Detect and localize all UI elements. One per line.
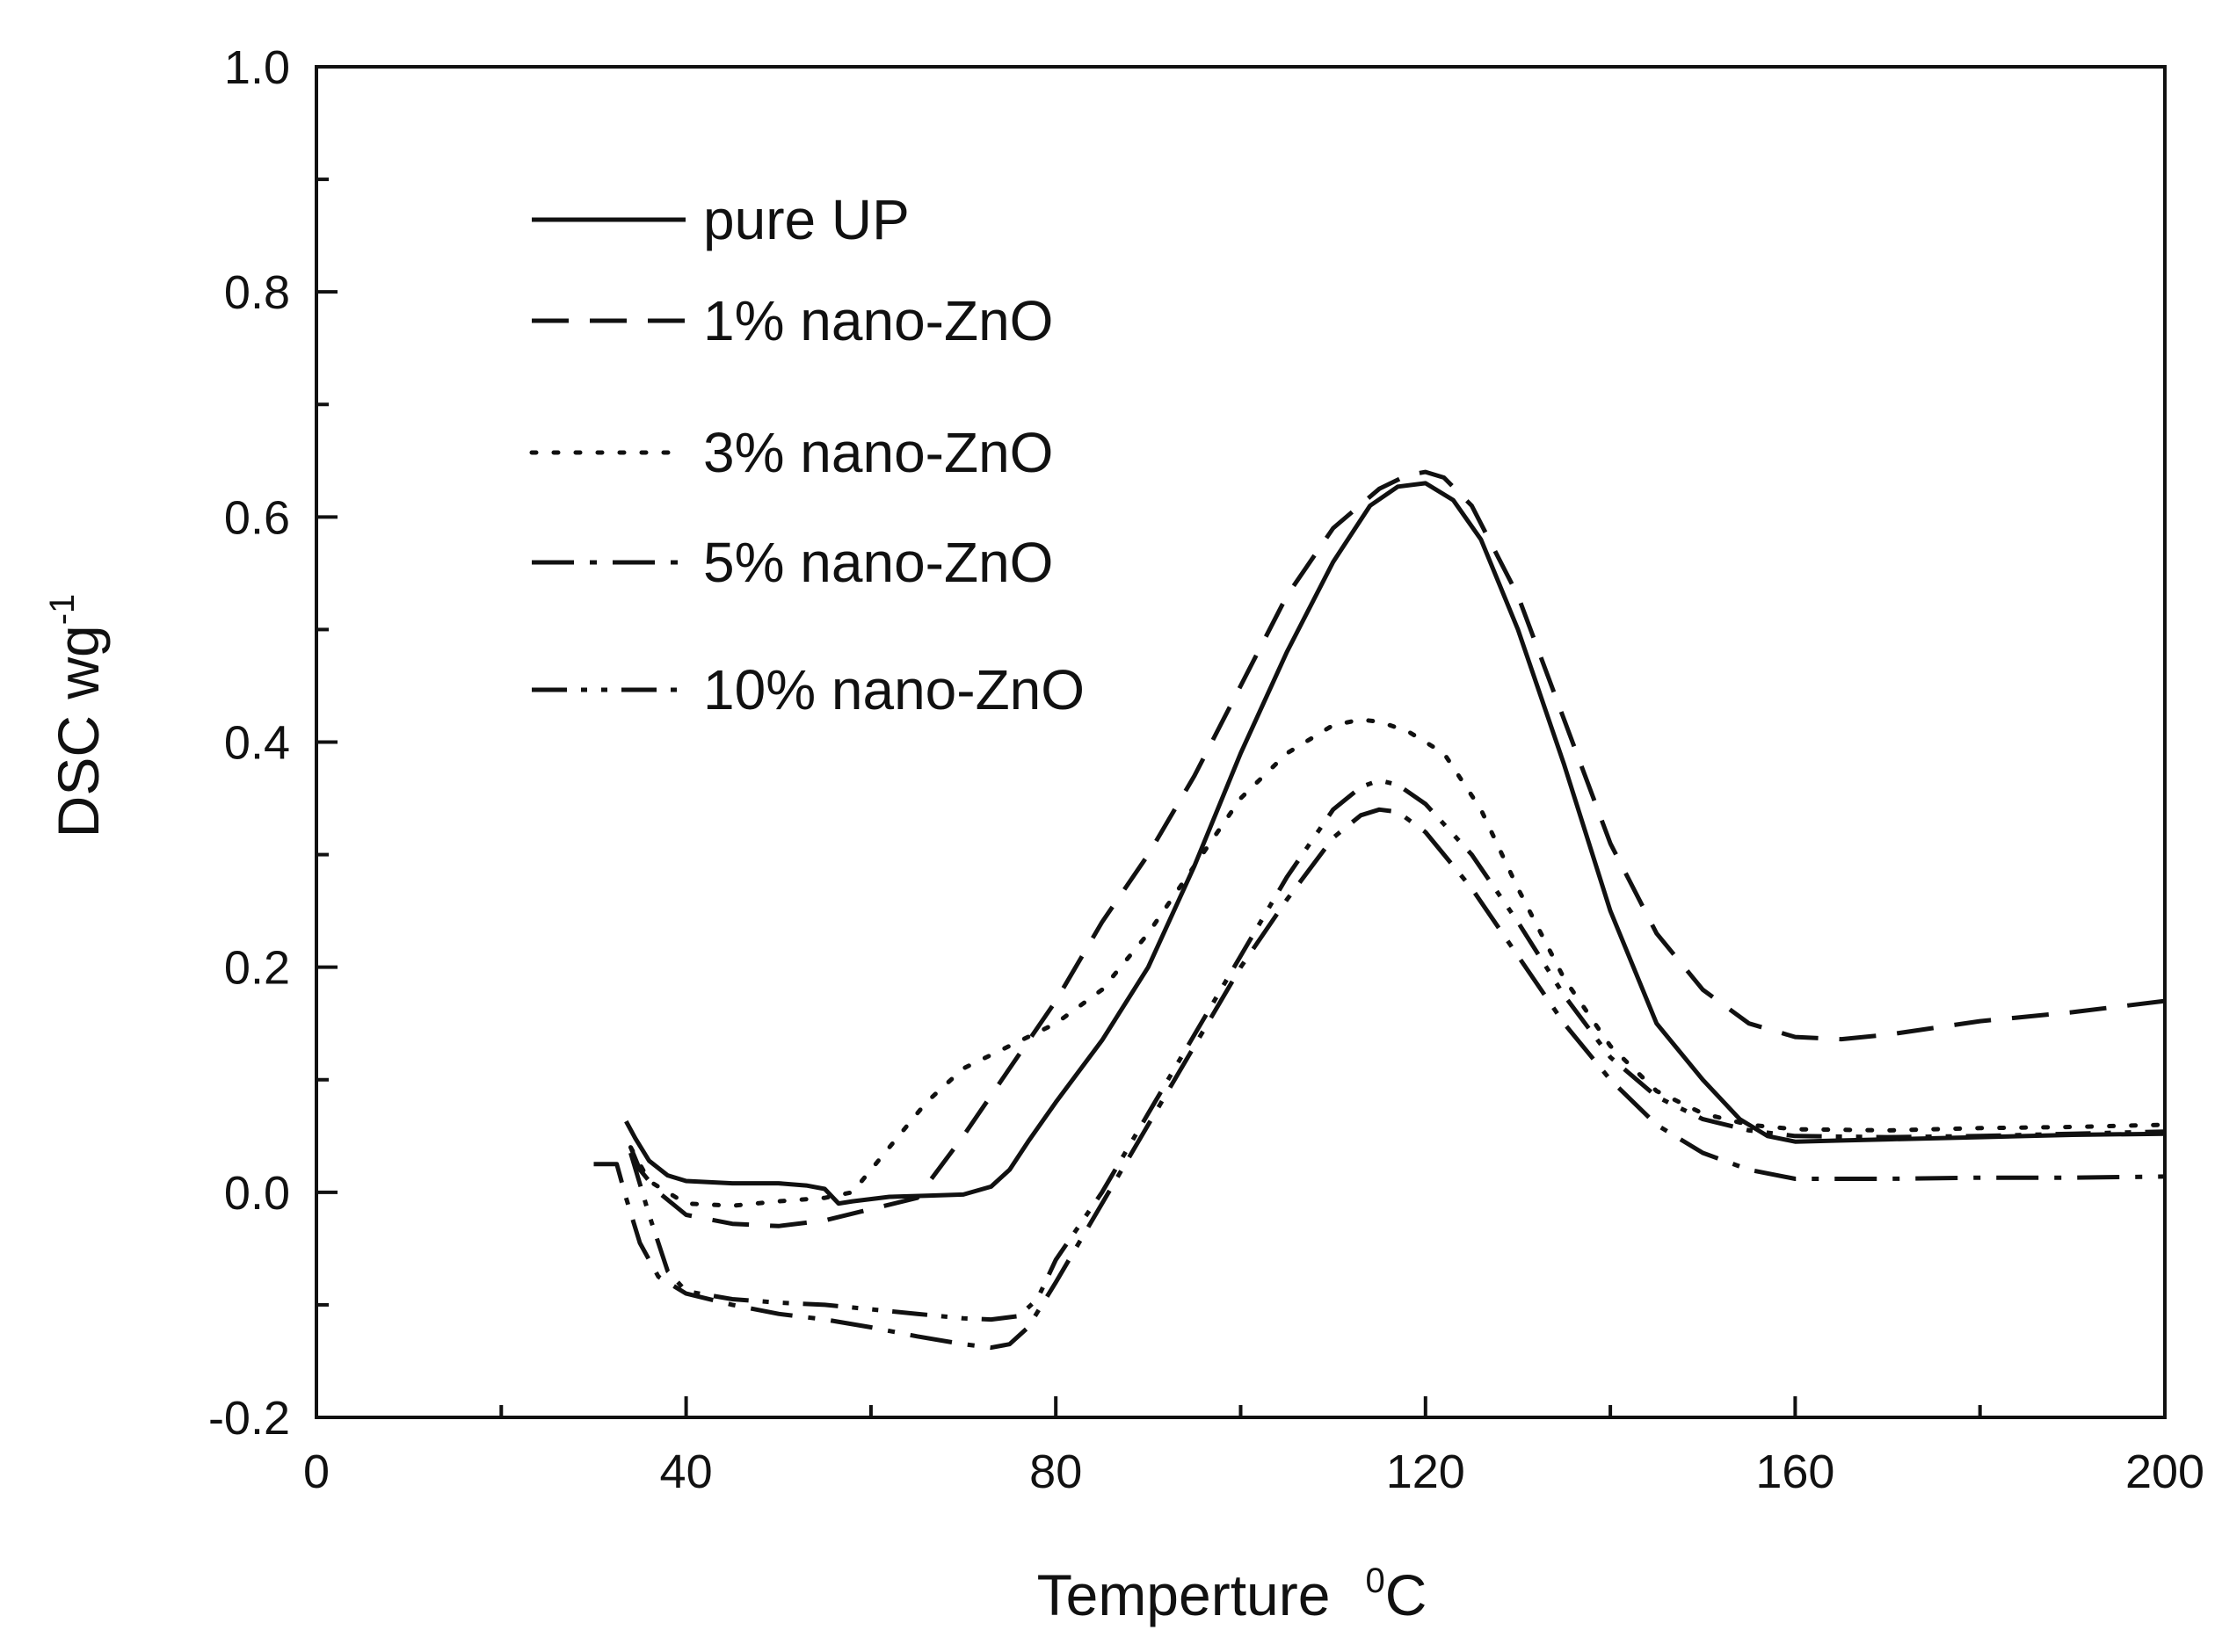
series-line-4 — [593, 807, 2166, 1351]
x-axis-title: Temperture 0C — [1037, 1561, 1427, 1627]
y-tick-label: -0.2 — [208, 1392, 290, 1445]
x-axis-title-text: Temperture — [1037, 1562, 1331, 1627]
x-tick-label: 0 — [303, 1446, 330, 1498]
labels-layer: 0 40 80 120 160 200 -0.2 0.0 0.2 0.4 0.6 0.8 1.0 — [208, 41, 2204, 1498]
legend-label-4: 5% nano-ZnO — [703, 531, 1053, 594]
x-tick-label: 160 — [1755, 1446, 1834, 1498]
ticks-layer — [315, 65, 2167, 1419]
x-tick-label: 40 — [660, 1446, 713, 1498]
y-tick-label: 0.2 — [224, 942, 290, 995]
y-axis-title: DSC wg-1 — [43, 594, 111, 838]
y-axis-superscript: -1 — [43, 594, 82, 626]
series-line-3 — [628, 717, 2168, 1208]
series-layer — [593, 469, 2168, 1351]
legend-label-2: 1% nano-ZnO — [703, 289, 1053, 352]
x-axis-unit-superscript: 0 — [1365, 1561, 1384, 1600]
y-axis-title-text: DSC wg — [46, 625, 111, 837]
legend: pure UP 1% nano-ZnO 3% nano-ZnO 5% nano-ZnO… — [529, 188, 1085, 721]
series-line-1 — [624, 481, 2166, 1206]
x-tick-label: 120 — [1386, 1446, 1465, 1498]
y-tick-label: 0.0 — [224, 1167, 290, 1220]
legend-label-3: 3% nano-ZnO — [703, 421, 1053, 484]
x-tick-label: 200 — [2125, 1446, 2204, 1498]
y-tick-label: 1.0 — [224, 41, 290, 94]
y-tick-label: 0.4 — [224, 717, 290, 770]
x-tick-label: 80 — [1029, 1446, 1082, 1498]
legend-label-1: pure UP — [703, 188, 910, 251]
series-line-5 — [628, 778, 2166, 1322]
y-tick-label: 0.6 — [224, 491, 290, 544]
legend-label-5: 10% nano-ZnO — [703, 658, 1085, 721]
series-line-2 — [628, 469, 2166, 1228]
y-tick-label: 0.8 — [224, 266, 290, 319]
x-axis-unit: C — [1385, 1562, 1427, 1627]
